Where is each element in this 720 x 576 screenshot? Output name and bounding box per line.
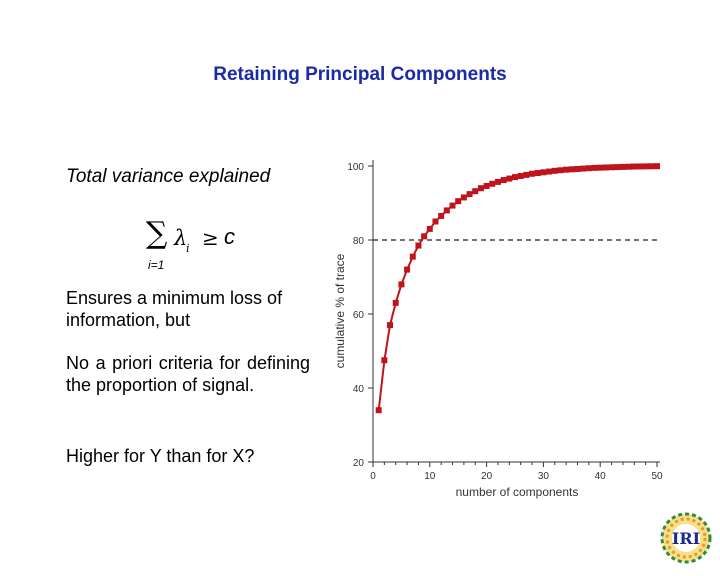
data-point xyxy=(614,164,621,171)
x-tick-label: 10 xyxy=(424,471,436,482)
data-point xyxy=(529,170,536,177)
data-point xyxy=(404,266,411,273)
x-tick-label: 40 xyxy=(595,471,607,482)
data-point xyxy=(557,167,564,174)
data-point xyxy=(568,166,575,173)
data-point xyxy=(415,242,422,249)
data-point xyxy=(517,172,524,179)
x-tick-label: 50 xyxy=(651,471,663,482)
data-point xyxy=(540,169,547,176)
data-point xyxy=(654,163,660,170)
data-point xyxy=(597,164,604,171)
formula-constant: c xyxy=(224,224,235,249)
data-point xyxy=(551,167,558,174)
data-point xyxy=(523,171,530,178)
cumulative-variance-chart: 20 40 60 80 100 0 10 20 30 40 50 number of compon… xyxy=(333,160,663,499)
x-tick-label: 30 xyxy=(538,471,550,482)
y-tick-label: 40 xyxy=(353,384,365,395)
paragraph-no-criteria: No a priori criteria for defining the pr… xyxy=(66,353,310,395)
data-point xyxy=(381,357,388,364)
x-tick-label: 20 xyxy=(481,471,493,482)
data-point xyxy=(387,322,394,329)
data-point xyxy=(438,212,445,219)
series-line xyxy=(377,165,658,411)
data-point xyxy=(585,165,592,172)
data-point xyxy=(494,178,501,185)
data-point xyxy=(455,198,462,205)
data-point xyxy=(574,165,581,172)
data-point xyxy=(409,253,416,260)
data-point xyxy=(449,202,456,209)
data-point xyxy=(477,185,484,192)
y-tick-label: 80 xyxy=(353,236,365,247)
x-axis-label: number of components xyxy=(456,485,579,499)
data-point xyxy=(443,207,450,214)
data-point xyxy=(472,188,479,195)
data-point xyxy=(546,168,553,175)
data-point xyxy=(426,225,433,232)
y-tick-label: 60 xyxy=(353,310,365,321)
data-point xyxy=(591,164,598,171)
data-point xyxy=(619,163,626,170)
data-point xyxy=(602,164,609,171)
data-point xyxy=(642,163,649,170)
data-point xyxy=(392,299,399,306)
y-tick-label: 20 xyxy=(353,458,365,469)
data-point xyxy=(421,233,428,240)
data-point xyxy=(398,281,405,288)
data-point xyxy=(608,164,615,171)
y-axis-label: cumulative % of trace xyxy=(333,253,347,368)
formula-subscript: i xyxy=(186,242,190,255)
data-point xyxy=(534,170,541,177)
data-point xyxy=(489,180,496,187)
formula-sum-symbol: ∑ xyxy=(146,216,168,251)
formula-lambda: λ xyxy=(174,226,188,250)
y-tick-label: 100 xyxy=(347,162,364,173)
data-point xyxy=(500,177,507,184)
data-point xyxy=(375,407,382,414)
data-point xyxy=(466,191,473,198)
data-point xyxy=(483,182,490,189)
variance-formula: ∑ λ i ≥ c i=1 xyxy=(146,216,256,278)
formula-lower-limit: i=1 xyxy=(148,258,165,272)
data-point xyxy=(631,163,638,170)
data-point xyxy=(460,194,467,201)
data-point xyxy=(432,218,439,225)
paragraph-minimum-loss: Ensures a minimum loss of information, b… xyxy=(66,288,283,330)
logo-text: IRI xyxy=(672,529,700,548)
slide-title: Retaining Principal Components xyxy=(213,64,507,85)
iri-logo: IRI xyxy=(660,512,712,564)
paragraph-higher-y: Higher for Y than for X? xyxy=(66,446,255,466)
data-point xyxy=(506,175,513,182)
data-point xyxy=(625,163,632,170)
data-point xyxy=(512,174,518,181)
data-point xyxy=(563,166,570,173)
formula-relation: ≥ xyxy=(202,226,219,250)
subhead: Total variance explained xyxy=(66,166,271,187)
x-tick-label: 0 xyxy=(370,471,376,482)
data-point xyxy=(648,163,655,170)
data-point xyxy=(580,165,587,172)
data-point xyxy=(636,163,643,170)
